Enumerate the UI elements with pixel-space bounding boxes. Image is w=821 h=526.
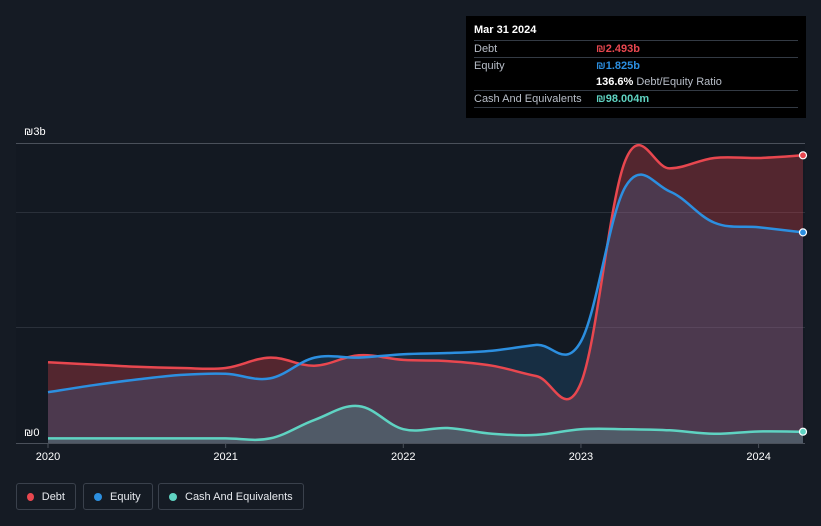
tooltip-debt-value: ₪2.493b — [596, 43, 640, 55]
legend-equity-label: Equity — [110, 490, 141, 503]
tooltip-equity-label: Equity — [474, 60, 505, 72]
tooltip-cash-label: Cash And Equivalents — [474, 93, 582, 105]
legend-cash-label: Cash And Equivalents — [185, 490, 293, 503]
cash-end-marker[interactable] — [798, 427, 808, 436]
y-axis-bottom-label: ₪0 — [24, 427, 39, 439]
tooltip-row-equity: Equity ₪1.825b — [474, 57, 798, 74]
tooltip-ratio-label: Debt/Equity Ratio — [636, 76, 722, 88]
x-tick-label: 2024 — [746, 451, 770, 463]
debt-line — [47, 143, 804, 401]
x-tick-label: 2022 — [391, 451, 415, 463]
legend-item-cash[interactable]: Cash And Equivalents — [158, 483, 304, 510]
tooltip-row-debt: Debt ₪2.493b — [474, 40, 798, 57]
tooltip-equity-value: ₪1.825b — [596, 60, 640, 72]
tooltip-panel: Mar 31 2024 Debt ₪2.493b Equity ₪1.825b … — [466, 16, 806, 118]
tooltip-cash-value: ₪98.004m — [596, 93, 650, 105]
tooltip-row-ratio: 136.6% Debt/Equity Ratio — [474, 74, 798, 90]
y-axis-top-label: ₪3b — [24, 126, 46, 138]
cash-legend-dot — [169, 492, 177, 501]
legend-item-debt[interactable]: Debt — [16, 483, 76, 510]
equity-line — [47, 173, 804, 394]
tooltip-date: Mar 31 2024 — [474, 24, 537, 36]
tooltip-ratio-value: 136.6% — [596, 76, 634, 88]
x-tick-label: 2020 — [36, 451, 60, 463]
cash-area — [48, 405, 803, 443]
equity-end-marker[interactable] — [798, 228, 808, 237]
equity-legend-dot — [94, 492, 102, 501]
tooltip-debt-label: Debt — [474, 43, 498, 55]
debt-legend-dot — [27, 492, 34, 501]
x-tick-label: 2023 — [569, 451, 593, 463]
x-tick-label: 2021 — [213, 451, 237, 463]
tooltip-row-cash: Cash And Equivalents ₪98.004m — [474, 90, 798, 108]
legend-debt-label: Debt — [41, 490, 65, 503]
cash-line — [48, 404, 804, 442]
gridlines — [16, 143, 805, 444]
debt-end-marker[interactable] — [798, 151, 808, 160]
legend-item-equity[interactable]: Equity — [83, 483, 153, 510]
